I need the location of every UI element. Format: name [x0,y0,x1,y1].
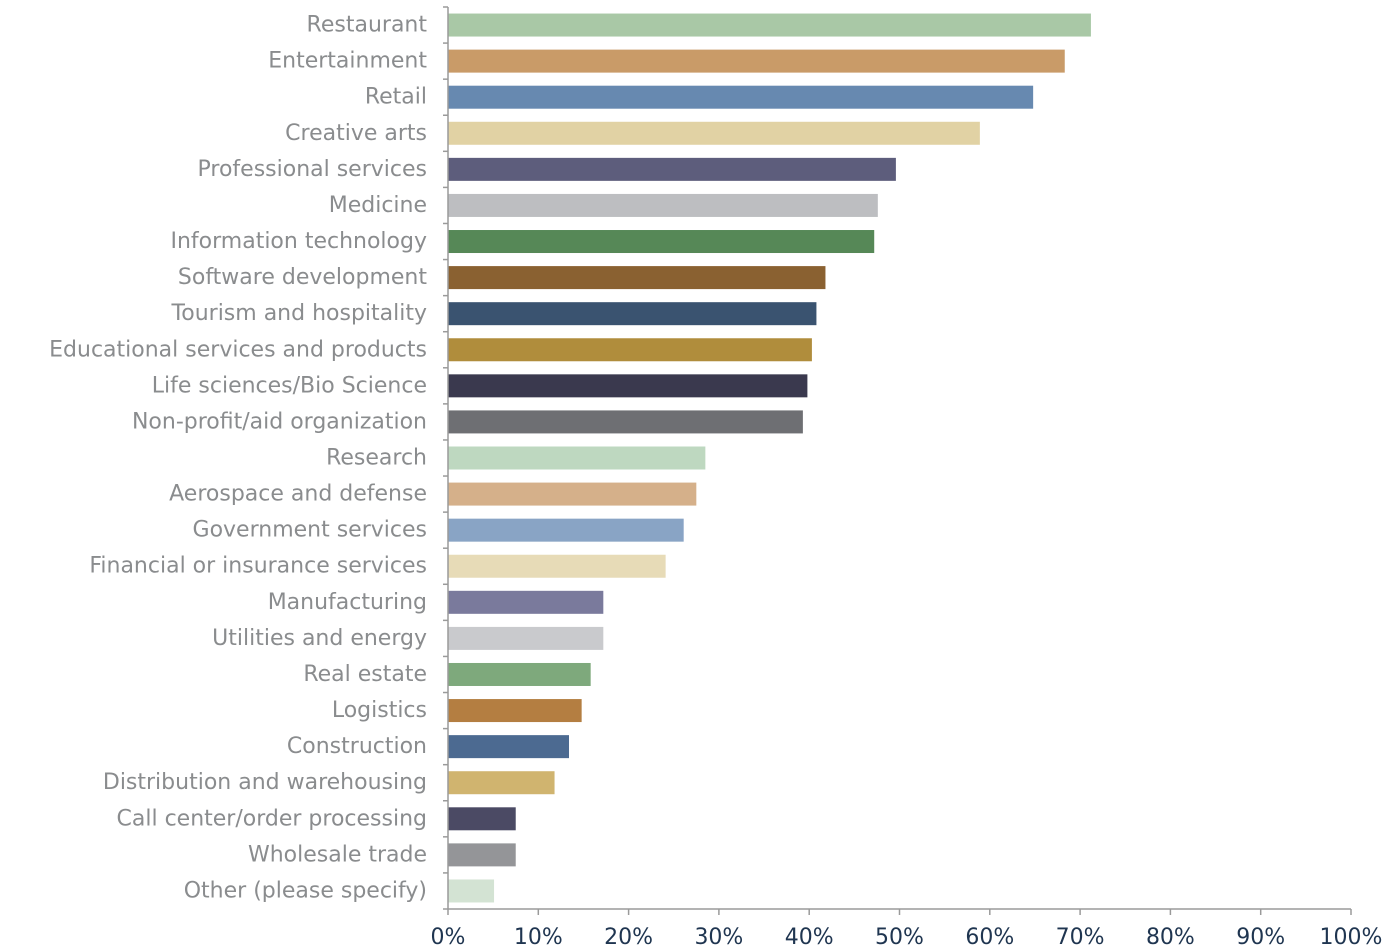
x-tick-label: 20% [604,925,653,950]
bar [448,807,516,831]
bar [448,771,555,795]
category-label: Financial or insurance services [89,554,427,579]
category-label: Distribution and warehousing [103,770,427,795]
bar [448,735,570,759]
bar [448,879,495,903]
category-label: Manufacturing [268,590,427,615]
bar [448,266,826,290]
x-tick-label: 30% [694,925,743,950]
category-label: Information technology [170,229,427,254]
x-tick-label: 100% [1320,925,1383,950]
x-tick-label: 70% [1056,925,1105,950]
category-label: Educational services and products [49,337,427,362]
bar [448,554,666,578]
x-tick-label: 80% [1146,925,1195,950]
category-label: Other (please specify) [184,878,427,903]
category-label: Tourism and hospitality [171,301,427,326]
bar [448,230,875,254]
category-label: Entertainment [268,49,427,74]
category-label: Utilities and energy [212,626,427,651]
bar [448,121,980,145]
category-label: Call center/order processing [117,806,427,831]
bar [448,843,516,867]
bar [448,482,697,506]
bar [448,518,684,542]
x-ticks-group: 0% 10% 20% 30% 40% 50% 60% 70% 80% 90% 100% [431,6,1383,950]
category-label: Life sciences/Bio Science [152,373,427,398]
category-label: Construction [287,734,427,759]
category-label: Real estate [303,662,427,687]
category-label: Restaurant [307,13,428,38]
bar [448,626,604,650]
bar [448,193,878,217]
bar [448,662,591,686]
bar [448,13,1091,37]
category-label: Professional services [198,157,427,182]
category-label: Government services [193,518,427,543]
x-tick-label: 0% [431,925,466,950]
bar [448,374,808,398]
category-labels-group: Restaurant Entertainment Retail Creative ar… [49,13,427,904]
bar [448,302,817,326]
bar [448,699,582,723]
category-label: Software development [178,265,427,290]
category-label: Non-profit/aid organization [132,409,427,434]
x-tick-label: 10% [514,925,563,950]
bar [448,410,803,434]
bar [448,590,604,614]
category-label: Wholesale trade [248,842,427,867]
bars-group [448,13,1091,903]
category-label: Creative arts [285,121,427,146]
x-tick-label: 90% [1236,925,1285,950]
x-tick-label: 50% [875,925,924,950]
category-label: Logistics [332,698,427,723]
bar [448,338,812,362]
bar [448,85,1034,109]
bar [448,49,1065,73]
category-label: Aerospace and defense [169,482,427,507]
bar [448,446,706,470]
x-tick-label: 60% [965,925,1014,950]
category-label: Medicine [329,193,427,218]
category-label: Research [326,446,427,471]
category-label: Retail [365,85,427,110]
x-tick-label: 40% [785,925,834,950]
bar [448,157,896,181]
